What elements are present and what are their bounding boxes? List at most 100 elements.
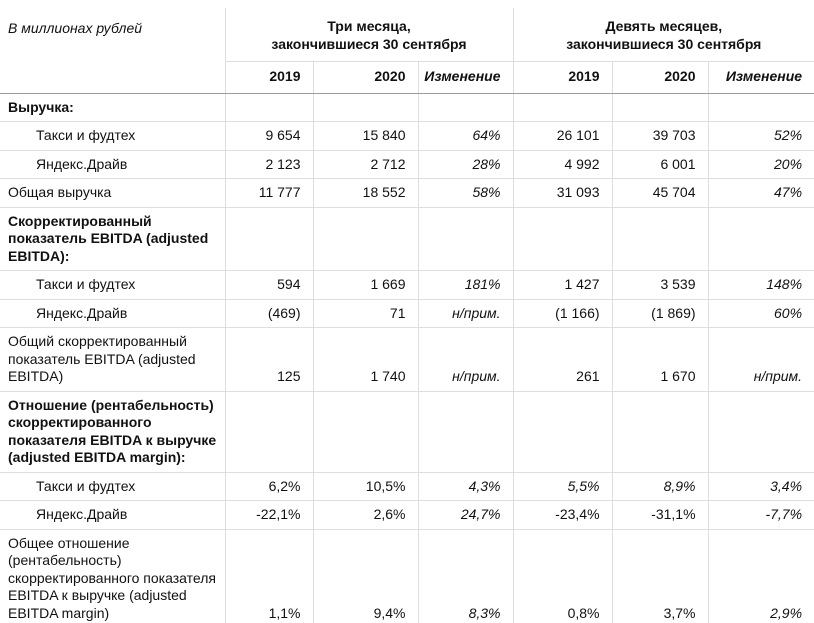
value-cell — [707, 206, 814, 271]
table-row: Выручка: — [0, 93, 814, 122]
value-cell: 28% — [417, 149, 514, 179]
value-cell: 31 093 — [512, 178, 613, 207]
row-label: Скорректированный показатель EBITDA (adj… — [0, 206, 225, 271]
table-row: Общий скорректированный показатель EBITD… — [0, 327, 814, 391]
row-label: Выручка: — [8, 98, 74, 115]
row-label: Такси и фудтех — [0, 121, 225, 150]
table-row: Яндекс.Драйв 2 123 2 712 28% 4 992 6 001 20% — [0, 149, 814, 179]
row-label: Общая выручка — [0, 178, 225, 207]
value-cell — [224, 206, 313, 271]
value-cell: 47% — [707, 178, 814, 207]
value-cell: 39 703 — [611, 121, 709, 150]
value-cell — [312, 390, 418, 472]
value-cell: 1,1% — [224, 528, 313, 623]
value-cell: (1 869) — [611, 298, 709, 328]
table-row: Отношение (рентабельность) скорректирова… — [0, 390, 814, 472]
value-cell: 125 — [224, 327, 313, 391]
value-cell: 11 777 — [224, 178, 313, 207]
value-cell: 2,9% — [707, 528, 814, 623]
value-cell: (469) — [224, 298, 313, 328]
value-cell: 4,3% — [417, 471, 514, 501]
value-cell — [512, 390, 613, 472]
value-cell: 10,5% — [312, 471, 418, 501]
table-body: Выручка: Такси и фудтех 9 654 15 840 64% 26 1… — [0, 93, 814, 623]
value-cell: -22,1% — [224, 500, 313, 529]
table-row: Общая выручка 11 777 18 552 58% 31 093 45 704… — [0, 178, 814, 207]
column-header-9m-2020: 2020 — [611, 61, 709, 94]
value-cell — [417, 390, 514, 472]
value-cell: 60% — [707, 298, 814, 328]
value-cell: н/прим. — [417, 327, 514, 391]
value-cell: 9,4% — [312, 528, 418, 623]
value-cell: н/прим. — [707, 327, 814, 391]
value-cell: 1 670 — [611, 327, 709, 391]
value-cell: 2,6% — [312, 500, 418, 529]
value-cell: 8,3% — [417, 528, 514, 623]
value-cell: н/прим. — [417, 298, 514, 328]
value-cell: -31,1% — [611, 500, 709, 529]
table-row: Яндекс.Драйв (469) 71 н/прим. (1 166) (1 869)… — [0, 298, 814, 328]
value-cell — [417, 206, 514, 271]
value-cell: 0,8% — [512, 528, 613, 623]
value-cell — [224, 93, 313, 122]
value-cell: 20% — [707, 149, 814, 179]
value-cell: (1 166) — [512, 298, 613, 328]
value-cell: 1 427 — [512, 270, 613, 299]
value-cell: 64% — [417, 121, 514, 150]
row-label: Отношение (рентабельность) скорректирова… — [0, 390, 225, 472]
table-row: Такси и фудтех 6,2% 10,5% 4,3% 5,5% 8,9% 3,4% — [0, 471, 814, 501]
financial-results-table: В миллионах рублей Три месяца, закончивш… — [0, 8, 814, 623]
units-label: В миллионах рублей — [0, 8, 225, 94]
table-row: Скорректированный показатель EBITDA (adj… — [0, 206, 814, 271]
value-cell — [611, 390, 709, 472]
row-label: Такси и фудтех — [0, 471, 225, 501]
table-row: Такси и фудтех 594 1 669 181% 1 427 3 539 148% — [0, 270, 814, 299]
value-cell: 1 669 — [312, 270, 418, 299]
value-cell: 3 539 — [611, 270, 709, 299]
row-label: Яндекс.Драйв — [0, 149, 225, 179]
value-cell — [512, 93, 613, 122]
row-label: Такси и фудтех — [0, 270, 225, 299]
value-cell — [312, 206, 418, 271]
value-cell: 58% — [417, 178, 514, 207]
group-header-three-months: Три месяца, закончившиеся 30 сентября — [224, 8, 514, 62]
value-cell — [417, 93, 514, 122]
group-header-nine-months: Девять месяцев, закончившиеся 30 сентябр… — [512, 8, 814, 62]
row-label: Общий скорректированный показатель EBITD… — [0, 327, 225, 391]
value-cell — [707, 93, 814, 122]
group-header-row: В миллионах рублей Три месяца, закончивш… — [0, 8, 814, 94]
row-label: Яндекс.Драйв — [0, 500, 225, 529]
value-cell: 3,7% — [611, 528, 709, 623]
value-cell: 4 992 — [512, 149, 613, 179]
column-header-9m-change: Изменение — [707, 61, 814, 94]
table-row: Общее отношение (рентабельность) скоррек… — [0, 528, 814, 623]
column-header-3m-2020: 2020 — [312, 61, 418, 94]
value-cell — [312, 93, 418, 122]
value-cell: 8,9% — [611, 471, 709, 501]
value-cell: 5,5% — [512, 471, 613, 501]
value-cell: 71 — [312, 298, 418, 328]
value-cell: 261 — [512, 327, 613, 391]
value-cell: 24,7% — [417, 500, 514, 529]
value-cell: 45 704 — [611, 178, 709, 207]
row-label: Яндекс.Драйв — [0, 298, 225, 328]
row-label: Общее отношение (рентабельность) скоррек… — [0, 528, 225, 623]
value-cell — [512, 206, 613, 271]
table-header: В миллионах рублей Три месяца, закончивш… — [0, 8, 814, 94]
column-header-3m-change: Изменение — [417, 61, 514, 94]
value-cell: -23,4% — [512, 500, 613, 529]
value-cell: 2 123 — [224, 149, 313, 179]
value-cell — [224, 390, 313, 472]
table-row: Яндекс.Драйв -22,1% 2,6% 24,7% -23,4% -31,1% -… — [0, 500, 814, 529]
value-cell: 3,4% — [707, 471, 814, 501]
value-cell: 26 101 — [512, 121, 613, 150]
value-cell — [611, 93, 709, 122]
column-header-9m-2019: 2019 — [512, 61, 613, 94]
value-cell: 181% — [417, 270, 514, 299]
value-cell — [611, 206, 709, 271]
value-cell: 18 552 — [312, 178, 418, 207]
value-cell — [707, 390, 814, 472]
value-cell: 15 840 — [312, 121, 418, 150]
value-cell: 594 — [224, 270, 313, 299]
